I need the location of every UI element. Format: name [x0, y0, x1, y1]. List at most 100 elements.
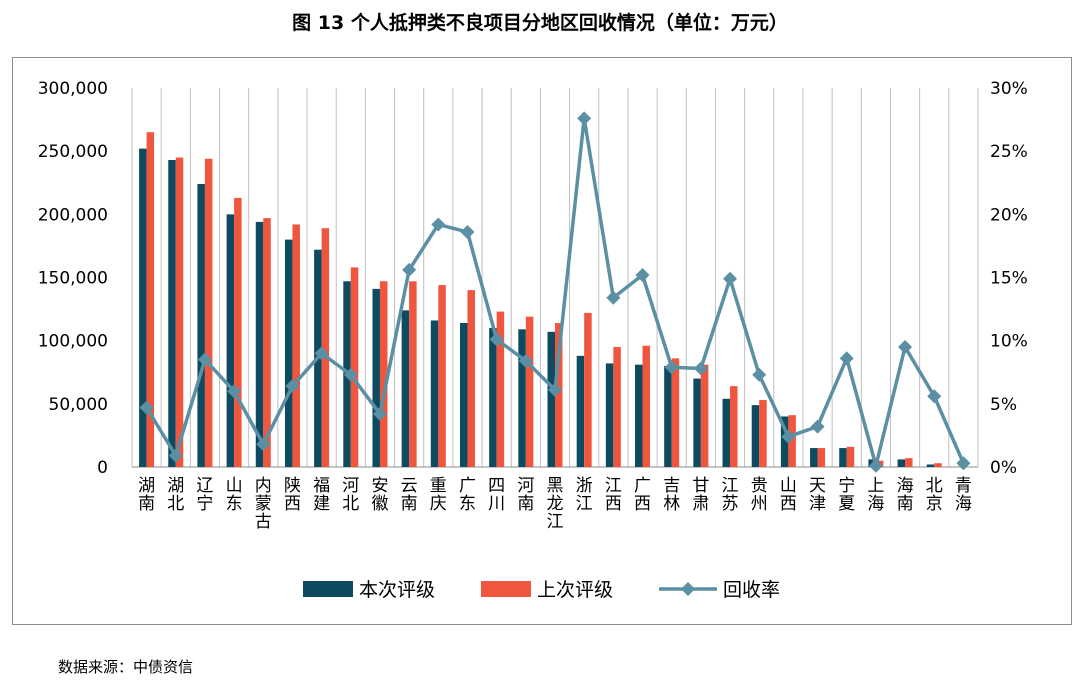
- rate-point-12: [489, 332, 504, 347]
- rate-point-2: [197, 352, 212, 367]
- y-left-tick-label: 100,000: [38, 332, 108, 352]
- rate-point-22: [781, 429, 796, 444]
- category-label: 山西: [780, 476, 797, 514]
- rate-point-10: [431, 217, 446, 232]
- bar-current-23: [810, 448, 818, 467]
- rate-point-23: [810, 419, 825, 434]
- bar-previous-0: [146, 132, 155, 467]
- y-left-tick-label: 0: [97, 458, 108, 478]
- y-right-tick-label: 10%: [990, 332, 1028, 352]
- bar-previous-5: [292, 224, 300, 467]
- rate-point-5: [285, 379, 300, 394]
- rate-point-21: [752, 367, 767, 382]
- category-label: 四川: [488, 476, 505, 514]
- category-label: 上海: [867, 476, 884, 514]
- bar-previous-7: [350, 267, 359, 467]
- bar-current-19: [693, 378, 701, 467]
- category-label: 福建: [313, 476, 330, 514]
- rate-point-7: [343, 367, 358, 382]
- bar-previous-13: [525, 316, 534, 467]
- bar-previous-3: [234, 197, 242, 467]
- bar-current-26: [897, 459, 906, 467]
- y-right-tick-label: 0%: [990, 458, 1017, 478]
- bar-current-10: [430, 320, 439, 467]
- bar-current-1: [168, 160, 176, 467]
- bar-current-21: [751, 405, 760, 467]
- rate-point-15: [577, 111, 592, 126]
- bar-current-13: [518, 329, 526, 467]
- category-label: 甘肃: [692, 476, 709, 514]
- category-label: 宁夏: [838, 476, 855, 514]
- y-left-tick-label: 300,000: [38, 79, 108, 99]
- category-label: 湖北: [167, 476, 184, 514]
- bar-previous-1: [175, 157, 184, 467]
- bar-current-27: [926, 464, 935, 467]
- label-layer: 湖南湖北辽宁山东内蒙古陕西福建河北安徽云南重庆广东四川河南黑龙江浙江江西广西吉林…: [138, 476, 972, 532]
- bar-previous-4: [263, 218, 271, 467]
- bar-current-4: [255, 221, 264, 467]
- bar-current-22: [780, 416, 789, 467]
- bar-previous-17: [642, 345, 651, 467]
- rate-point-28: [956, 456, 971, 471]
- rate-point-20: [723, 271, 738, 286]
- category-label: 河北: [342, 476, 359, 514]
- chart-svg: 0 50,000 100,000 150,000 200,000 250,000 300,0…: [38, 79, 1028, 601]
- bar-current-8: [372, 288, 380, 467]
- legend-label-0: 本次评级: [359, 579, 435, 601]
- bar-current-9: [401, 310, 410, 467]
- bar-current-20: [722, 398, 731, 467]
- chart-frame: 0 50,000 100,000 150,000 200,000 250,000 300,0…: [12, 57, 1072, 625]
- legend-label-1: 上次评级: [537, 579, 613, 601]
- rate-point-9: [402, 262, 417, 277]
- bar-layer: [139, 132, 942, 467]
- bar-current-16: [605, 363, 614, 467]
- category-label: 北京: [926, 476, 943, 514]
- rate-point-18: [664, 360, 679, 375]
- rate-point-16: [606, 290, 621, 305]
- bar-previous-14: [555, 322, 563, 467]
- bar-current-0: [139, 148, 147, 467]
- category-label: 黑龙江: [547, 476, 564, 532]
- legend-layer: 本次评级 上次评级 回收率: [303, 579, 780, 601]
- bar-current-18: [664, 365, 672, 467]
- category-label: 贵州: [751, 476, 768, 514]
- rate-point-3: [227, 384, 242, 399]
- bar-current-2: [197, 184, 205, 467]
- bar-current-3: [226, 214, 235, 467]
- bar-previous-2: [204, 158, 213, 467]
- bar-previous-24: [846, 446, 855, 467]
- rate-point-25: [868, 458, 883, 473]
- bar-previous-27: [934, 463, 942, 467]
- category-label: 海南: [897, 476, 914, 514]
- legend-marker: [681, 582, 695, 596]
- category-label: 吉林: [663, 476, 680, 514]
- rate-point-26: [898, 339, 913, 354]
- bar-previous-15: [584, 312, 592, 467]
- bar-previous-6: [321, 228, 330, 467]
- category-label: 云南: [401, 476, 418, 514]
- bar-previous-21: [759, 400, 767, 467]
- bar-current-11: [459, 322, 468, 467]
- rate-point-14: [548, 382, 562, 397]
- line-layer: [139, 111, 971, 473]
- y-left-tick-label: 150,000: [38, 269, 108, 289]
- y-left-tick-label: 50,000: [49, 395, 108, 415]
- legend-label-2: 回收率: [723, 579, 780, 601]
- bar-previous-19: [700, 364, 709, 467]
- y-right-tick-label: 15%: [990, 269, 1028, 289]
- rate-point-19: [693, 361, 708, 376]
- bar-previous-18: [671, 358, 680, 467]
- bar-previous-10: [438, 285, 446, 467]
- bar-previous-26: [905, 458, 913, 467]
- y-left-tick-label: 250,000: [38, 142, 108, 162]
- category-label: 重庆: [430, 476, 447, 514]
- bar-previous-12: [496, 311, 505, 467]
- rate-point-13: [518, 353, 533, 368]
- bar-current-5: [284, 239, 293, 467]
- source-note: 数据来源：中债资信: [58, 658, 194, 676]
- bar-current-14: [547, 331, 555, 467]
- category-label: 湖南: [138, 476, 155, 514]
- category-label: 江苏: [722, 476, 739, 514]
- category-label: 内蒙古: [255, 476, 272, 532]
- legend-swatch-1: [481, 581, 531, 597]
